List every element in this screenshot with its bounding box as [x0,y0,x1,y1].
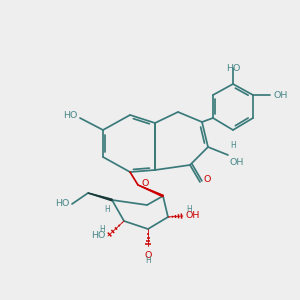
Text: H: H [99,226,105,235]
Text: HO: HO [91,232,105,241]
Text: O: O [142,179,149,188]
Text: OH: OH [230,158,244,167]
Text: HO: HO [64,112,78,121]
Text: H: H [230,141,236,150]
Text: O: O [204,176,212,184]
Text: HO: HO [55,200,69,208]
Polygon shape [138,185,163,197]
Text: H: H [104,206,110,214]
Text: HO: HO [226,64,240,73]
Text: OH: OH [186,212,200,220]
Polygon shape [88,193,112,201]
Text: H: H [145,256,151,265]
Text: OH: OH [273,91,287,100]
Text: H: H [186,206,192,214]
Text: O: O [144,251,152,260]
